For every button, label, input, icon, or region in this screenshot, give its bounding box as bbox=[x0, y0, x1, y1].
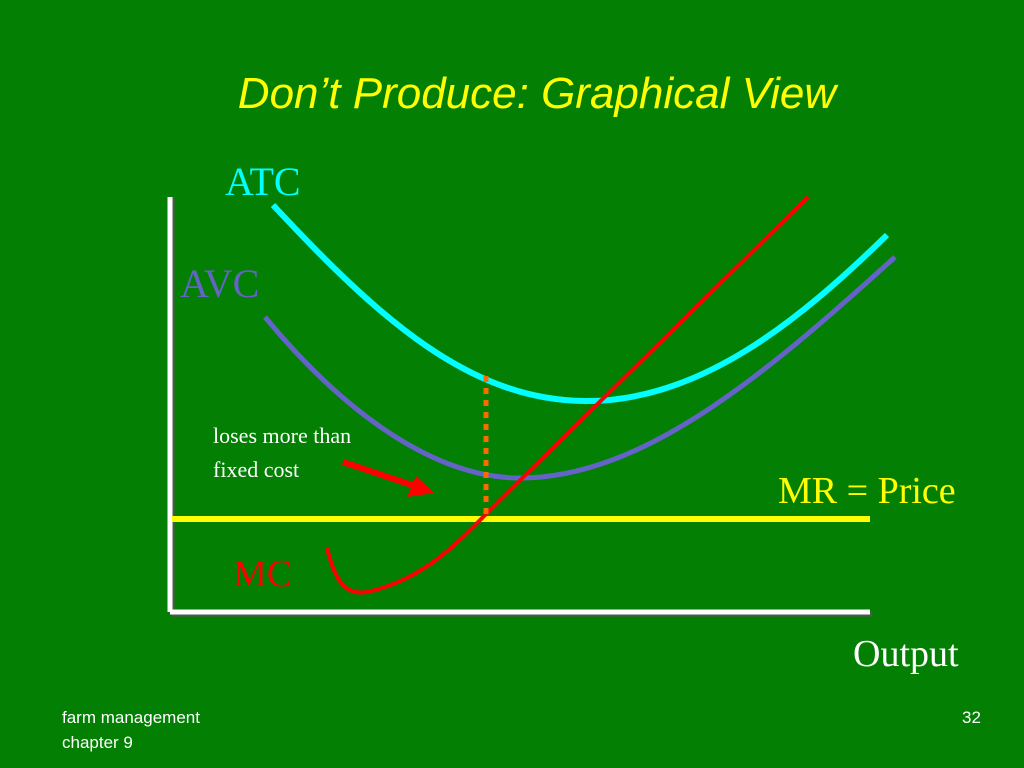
avc-label: AVC bbox=[180, 261, 259, 306]
mc-curve bbox=[325, 195, 810, 595]
atc-label: ATC bbox=[225, 159, 301, 204]
mc-label: MC bbox=[233, 553, 292, 595]
x-axis-label: Output bbox=[853, 633, 959, 675]
avc-curve bbox=[263, 255, 897, 481]
annotation-line: loses more than bbox=[213, 423, 351, 448]
atc-curve bbox=[270, 202, 890, 405]
page-number: 32 bbox=[962, 708, 981, 727]
arrow-shaft bbox=[342, 459, 416, 489]
slide-title: Don’t Produce: Graphical View bbox=[238, 69, 840, 118]
footer-line: farm management bbox=[62, 708, 200, 727]
mr-label: MR = Price bbox=[778, 470, 956, 512]
arrow-head bbox=[407, 476, 434, 497]
annotation-line: fixed cost bbox=[213, 457, 299, 482]
footer-line: chapter 9 bbox=[62, 733, 133, 752]
